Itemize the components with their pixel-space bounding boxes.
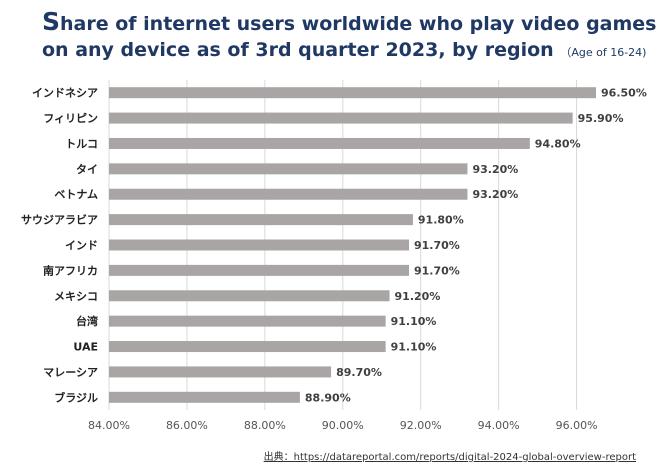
data-label: 93.20% <box>472 163 518 176</box>
data-label: 91.10% <box>391 315 437 328</box>
data-label: 89.70% <box>336 366 382 379</box>
category-label: ブラジル <box>54 390 98 404</box>
category-label: 台湾 <box>76 314 98 328</box>
bar <box>109 290 390 302</box>
category-label: インドネシア <box>32 87 98 100</box>
title-text: hare of internet users worldwide who pla… <box>42 13 657 61</box>
data-label: 95.90% <box>578 112 624 125</box>
x-tick-label: 94.00% <box>478 419 520 432</box>
data-label: 91.80% <box>418 214 464 227</box>
data-label: 94.80% <box>535 137 581 150</box>
bar <box>109 315 386 327</box>
category-label: 南アフリカ <box>43 263 98 277</box>
data-label: 91.20% <box>395 290 441 303</box>
data-label: 91.70% <box>414 264 460 277</box>
x-tick-label: 84.00% <box>88 419 130 432</box>
bar <box>109 87 597 99</box>
title-subtitle: （Age of 16-24) <box>560 46 647 59</box>
bar <box>109 391 300 403</box>
chart-title: Share of internet users worldwide who pl… <box>42 9 662 66</box>
bar <box>109 341 386 353</box>
category-label: インド <box>65 239 98 252</box>
category-label: タイ <box>76 163 98 176</box>
bar <box>109 163 468 175</box>
category-label: メキシコ <box>54 290 98 303</box>
category-label: マレーシア <box>43 366 98 379</box>
data-label: 91.70% <box>414 239 460 252</box>
x-tick-label: 96.00% <box>556 419 598 432</box>
bar <box>109 264 410 276</box>
data-label: 93.20% <box>472 188 518 201</box>
x-tick-label: 88.00% <box>244 419 286 432</box>
x-tick-label: 92.00% <box>400 419 442 432</box>
x-tick-label: 86.00% <box>166 419 208 432</box>
bar <box>109 137 530 149</box>
data-label: 96.50% <box>601 87 647 100</box>
bar <box>109 366 332 378</box>
source-link[interactable]: 出典：https://datareportal.com/reports/digi… <box>263 452 636 463</box>
bar <box>109 214 413 226</box>
category-label: サウジアラビア <box>21 213 98 227</box>
category-label: ベトナム <box>54 188 98 201</box>
data-label: 88.90% <box>305 391 351 404</box>
category-label: UAE <box>73 341 98 354</box>
bar <box>109 188 468 200</box>
category-label: フィリピン <box>43 112 98 125</box>
bar <box>109 239 410 251</box>
bar <box>109 112 573 124</box>
data-label: 91.10% <box>391 341 437 354</box>
title-first-letter: S <box>42 7 61 36</box>
x-tick-label: 90.00% <box>322 419 364 432</box>
category-label: トルコ <box>65 137 98 150</box>
